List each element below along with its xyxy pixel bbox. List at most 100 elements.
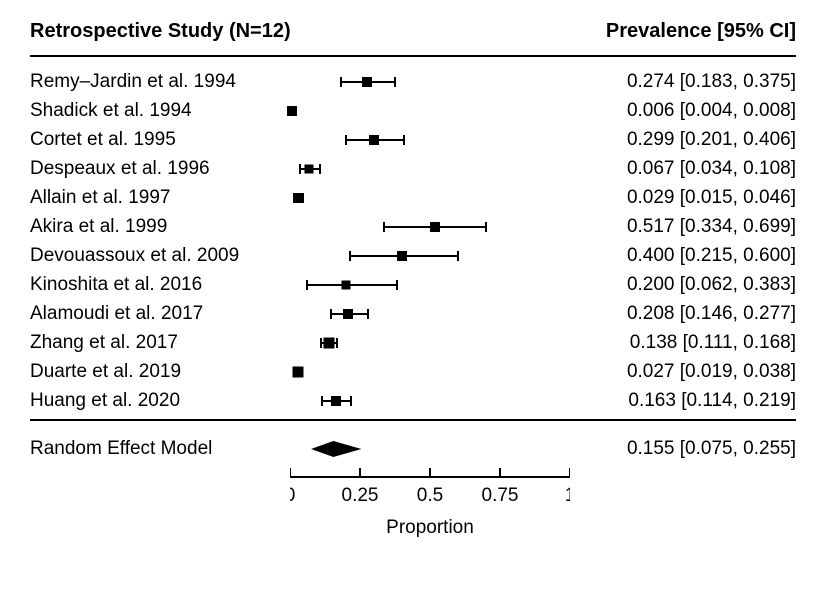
point-estimate	[331, 396, 341, 406]
study-stats: 0.208 [0.146, 0.277]	[570, 303, 796, 325]
study-marker-cell	[290, 183, 570, 212]
axis-tick-label: 0	[290, 485, 295, 506]
axis-tick-label: 0.5	[417, 485, 443, 506]
point-estimate	[397, 251, 407, 261]
study-stats: 0.200 [0.062, 0.383]	[570, 274, 796, 296]
study-rows: Remy–Jardin et al. 1994 0.274 [0.183, 0.3…	[30, 67, 796, 415]
ci-cap	[321, 396, 323, 406]
study-row: Despeaux et al. 1996 0.067 [0.034, 0.108]	[30, 154, 796, 183]
study-label: Zhang et al. 2017	[30, 332, 290, 354]
axis-row: 0 0.25 0.5 0.75 1 Proportion	[30, 467, 796, 539]
point-estimate	[430, 222, 440, 232]
point-estimate	[362, 77, 372, 87]
study-stats: 0.517 [0.334, 0.699]	[570, 216, 796, 238]
study-row: Shadick et al. 1994 0.006 [0.004, 0.008]	[30, 96, 796, 125]
study-label: Kinoshita et al. 2016	[30, 274, 290, 296]
study-stats: 0.274 [0.183, 0.375]	[570, 71, 796, 93]
study-marker-cell	[290, 299, 570, 328]
study-marker-cell	[290, 270, 570, 299]
point-estimate	[287, 106, 297, 116]
study-row: Duarte et al. 2019 0.027 [0.019, 0.038]	[30, 357, 796, 386]
point-estimate	[323, 337, 334, 348]
axis-tick-label: 1	[565, 485, 570, 506]
ci-cap	[320, 338, 322, 348]
forest-plot: Retrospective Study (N=12) Prevalence [9…	[30, 20, 796, 539]
x-axis: 0 0.25 0.5 0.75 1	[290, 467, 570, 513]
study-label: Cortet et al. 1995	[30, 129, 290, 151]
header-left: Retrospective Study (N=12)	[30, 20, 291, 43]
study-marker-cell	[290, 212, 570, 241]
ci-cap	[396, 280, 398, 290]
study-row: Cortet et al. 1995 0.299 [0.201, 0.406]	[30, 125, 796, 154]
ci-cap	[367, 309, 369, 319]
ci-line	[307, 284, 397, 286]
ci-cap	[350, 396, 352, 406]
point-estimate	[293, 193, 303, 203]
study-stats: 0.029 [0.015, 0.046]	[570, 187, 796, 209]
study-marker-cell	[290, 154, 570, 183]
summary-label: Random Effect Model	[30, 438, 290, 460]
study-label: Akira et al. 1999	[30, 216, 290, 238]
study-marker-cell	[290, 357, 570, 386]
study-label: Remy–Jardin et al. 1994	[30, 71, 290, 93]
ci-cap	[457, 251, 459, 261]
study-stats: 0.299 [0.201, 0.406]	[570, 129, 796, 151]
study-row: Devouassoux et al. 2009 0.400 [0.215, 0.6…	[30, 241, 796, 270]
axis-tick-label: 0.25	[342, 485, 379, 506]
summary-stats: 0.155 [0.075, 0.255]	[570, 438, 796, 460]
point-estimate	[304, 164, 313, 173]
axis-label: Proportion	[290, 517, 570, 539]
ci-cap	[306, 280, 308, 290]
ci-cap	[485, 222, 487, 232]
study-row: Alamoudi et al. 2017 0.208 [0.146, 0.277]	[30, 299, 796, 328]
ci-cap	[403, 135, 405, 145]
study-stats: 0.138 [0.111, 0.168]	[570, 332, 796, 354]
rule-top	[30, 55, 796, 57]
study-label: Devouassoux et al. 2009	[30, 245, 290, 267]
point-estimate	[342, 280, 351, 289]
study-row: Akira et al. 1999 0.517 [0.334, 0.699]	[30, 212, 796, 241]
ci-cap	[340, 77, 342, 87]
study-row: Zhang et al. 2017 0.138 [0.111, 0.168]	[30, 328, 796, 357]
study-stats: 0.006 [0.004, 0.008]	[570, 100, 796, 122]
study-stats: 0.067 [0.034, 0.108]	[570, 158, 796, 180]
summary-row: Random Effect Model 0.155 [0.075, 0.255]	[30, 431, 796, 467]
rule-bottom	[30, 419, 796, 421]
study-label: Allain et al. 1997	[30, 187, 290, 209]
study-stats: 0.027 [0.019, 0.038]	[570, 361, 796, 383]
study-row: Allain et al. 1997 0.029 [0.015, 0.046]	[30, 183, 796, 212]
ci-cap	[349, 251, 351, 261]
study-row: Kinoshita et al. 2016 0.200 [0.062, 0.383…	[30, 270, 796, 299]
axis-container: 0 0.25 0.5 0.75 1 Proportion	[290, 467, 570, 539]
ci-cap	[319, 164, 321, 174]
ci-cap	[345, 135, 347, 145]
study-label: Huang et al. 2020	[30, 390, 290, 412]
header-row: Retrospective Study (N=12) Prevalence [9…	[30, 20, 796, 51]
ci-cap	[394, 77, 396, 87]
study-marker-cell	[290, 67, 570, 96]
study-label: Shadick et al. 1994	[30, 100, 290, 122]
study-row: Remy–Jardin et al. 1994 0.274 [0.183, 0.3…	[30, 67, 796, 96]
study-label: Despeaux et al. 1996	[30, 158, 290, 180]
ci-cap	[336, 338, 338, 348]
point-estimate	[292, 366, 303, 377]
point-estimate	[343, 309, 353, 319]
study-marker-cell	[290, 125, 570, 154]
study-label: Duarte et al. 2019	[30, 361, 290, 383]
summary-diamond	[290, 431, 570, 467]
study-label: Alamoudi et al. 2017	[30, 303, 290, 325]
study-row: Huang et al. 2020 0.163 [0.114, 0.219]	[30, 386, 796, 415]
ci-cap	[383, 222, 385, 232]
study-stats: 0.163 [0.114, 0.219]	[570, 390, 796, 412]
ci-cap	[299, 164, 301, 174]
header-right: Prevalence [95% CI]	[606, 20, 796, 43]
study-marker-cell	[290, 328, 570, 357]
summary-marker-cell	[290, 431, 570, 467]
study-marker-cell	[290, 241, 570, 270]
study-marker-cell	[290, 96, 570, 125]
study-marker-cell	[290, 386, 570, 415]
point-estimate	[369, 135, 379, 145]
study-stats: 0.400 [0.215, 0.600]	[570, 245, 796, 267]
ci-cap	[330, 309, 332, 319]
axis-tick-label: 0.75	[482, 485, 519, 506]
